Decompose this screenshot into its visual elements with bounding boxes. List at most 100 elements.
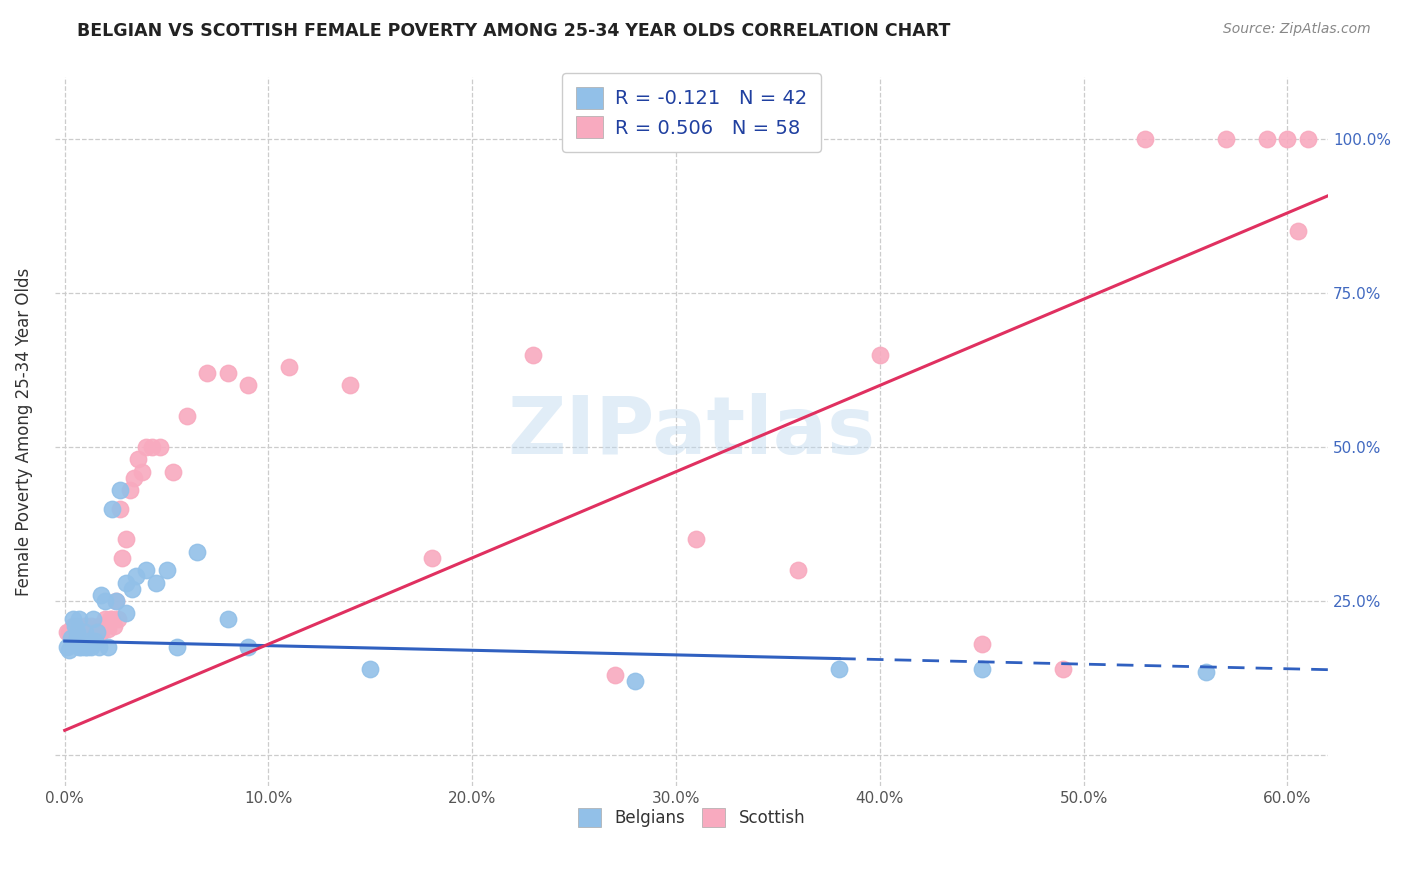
Text: BELGIAN VS SCOTTISH FEMALE POVERTY AMONG 25-34 YEAR OLDS CORRELATION CHART: BELGIAN VS SCOTTISH FEMALE POVERTY AMONG… <box>77 22 950 40</box>
Point <box>103 618 125 632</box>
Point <box>1296 132 1319 146</box>
Point <box>176 409 198 424</box>
Point <box>63 624 86 639</box>
Point <box>135 563 157 577</box>
Point <box>970 662 993 676</box>
Point <box>62 618 84 632</box>
Point <box>86 624 108 639</box>
Point <box>131 465 153 479</box>
Point <box>84 634 107 648</box>
Point <box>66 624 89 639</box>
Point <box>522 348 544 362</box>
Point <box>111 550 134 565</box>
Point <box>420 550 443 565</box>
Legend: Belgians, Scottish: Belgians, Scottish <box>571 802 811 834</box>
Point <box>828 662 851 676</box>
Point <box>80 618 103 632</box>
Point <box>76 640 98 655</box>
Point <box>76 622 98 636</box>
Point <box>58 624 80 639</box>
Point <box>141 440 163 454</box>
Point <box>104 594 127 608</box>
Point <box>96 640 118 655</box>
Point <box>100 612 122 626</box>
Point <box>72 637 94 651</box>
Point <box>104 594 127 608</box>
Point <box>59 628 82 642</box>
Point <box>1277 132 1299 146</box>
Point <box>75 624 97 639</box>
Point <box>108 501 131 516</box>
Point <box>121 582 143 596</box>
Point <box>118 483 141 497</box>
Point <box>89 640 111 655</box>
Point <box>162 465 184 479</box>
Point <box>122 471 145 485</box>
Point <box>145 575 167 590</box>
Point <box>55 640 77 655</box>
Point <box>115 575 138 590</box>
Point <box>55 624 77 639</box>
Point <box>70 624 93 639</box>
Point <box>359 662 381 676</box>
Point <box>155 563 177 577</box>
Text: ZIPatlas: ZIPatlas <box>508 392 876 471</box>
Point <box>75 640 97 655</box>
Text: Source: ZipAtlas.com: Source: ZipAtlas.com <box>1223 22 1371 37</box>
Point <box>58 643 80 657</box>
Point <box>66 618 89 632</box>
Point <box>77 634 100 648</box>
Point <box>77 628 100 642</box>
Point <box>115 607 138 621</box>
Point <box>96 622 118 636</box>
Point <box>84 624 107 639</box>
Point <box>98 612 121 626</box>
Point <box>1256 132 1278 146</box>
Point <box>63 618 86 632</box>
Point <box>66 631 89 645</box>
Point <box>70 640 93 655</box>
Point <box>72 628 94 642</box>
Point <box>100 501 122 516</box>
Point <box>603 668 626 682</box>
Y-axis label: Female Poverty Among 25-34 Year Olds: Female Poverty Among 25-34 Year Olds <box>15 268 32 596</box>
Point <box>89 618 111 632</box>
Point <box>94 594 117 608</box>
Point <box>67 640 90 655</box>
Point <box>970 637 993 651</box>
Point <box>217 612 239 626</box>
Point <box>236 378 259 392</box>
Point <box>217 366 239 380</box>
Point <box>1286 224 1309 238</box>
Point <box>86 628 108 642</box>
Point <box>107 612 129 626</box>
Point <box>787 563 810 577</box>
Point <box>108 483 131 497</box>
Point <box>77 624 100 639</box>
Point <box>90 624 112 639</box>
Point <box>80 640 103 655</box>
Point <box>166 640 188 655</box>
Point <box>135 440 157 454</box>
Point <box>1133 132 1156 146</box>
Point <box>94 612 117 626</box>
Point <box>186 545 208 559</box>
Point <box>67 622 90 636</box>
Point <box>149 440 172 454</box>
Point <box>685 533 707 547</box>
Point <box>67 612 90 626</box>
Point <box>82 612 104 626</box>
Point <box>195 366 218 380</box>
Point <box>90 588 112 602</box>
Point <box>125 569 148 583</box>
Point <box>127 452 149 467</box>
Point <box>59 631 82 645</box>
Point <box>1052 662 1074 676</box>
Point <box>75 618 97 632</box>
Point <box>93 618 115 632</box>
Point <box>1195 665 1218 679</box>
Point <box>82 622 104 636</box>
Point <box>624 674 647 689</box>
Point <box>115 533 138 547</box>
Point <box>339 378 361 392</box>
